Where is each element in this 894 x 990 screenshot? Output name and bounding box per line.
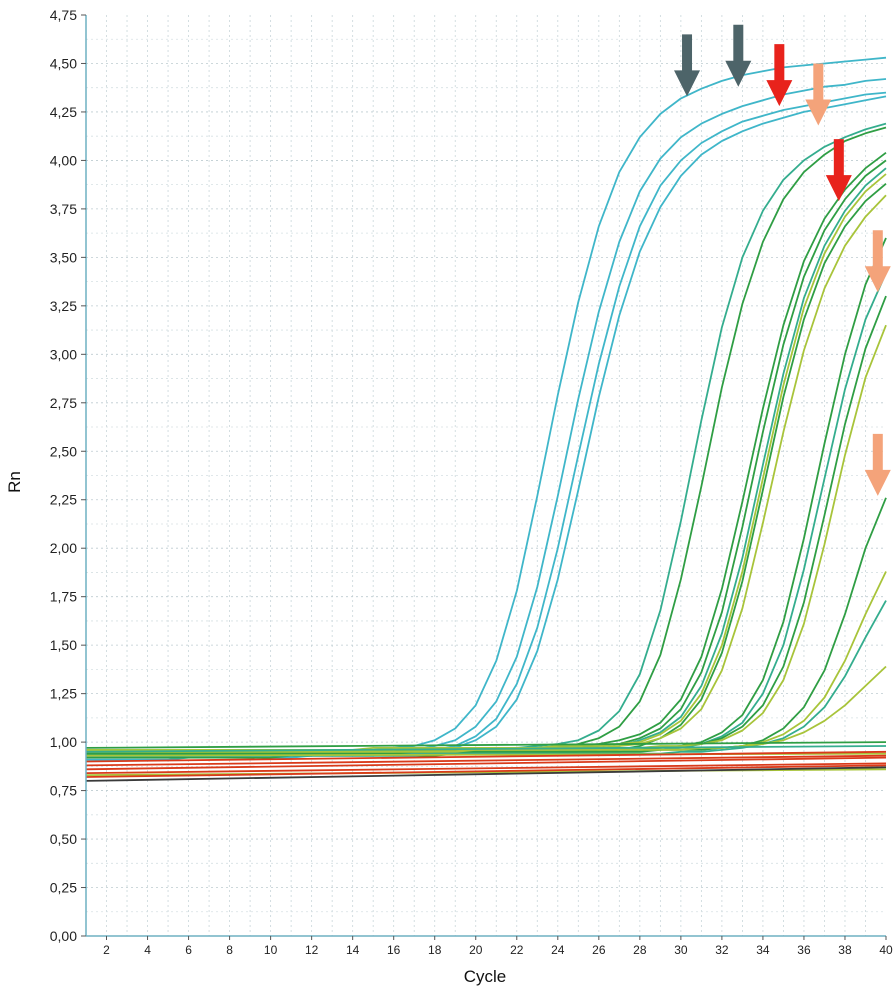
series-line: [85, 762, 887, 774]
series-line: [85, 754, 887, 767]
y-tick-label: 1,75: [50, 589, 77, 605]
y-tick-label: 4,75: [50, 7, 77, 23]
y-tick-label: 0,50: [50, 831, 77, 847]
x-tick-label: 22: [510, 943, 524, 957]
x-axis-title: Cycle: [464, 967, 507, 986]
y-tick-label: 3,50: [50, 249, 77, 265]
arrow-icon: [825, 139, 852, 202]
y-tick-label: 2,00: [50, 540, 77, 556]
arrow-icon: [766, 44, 793, 107]
x-tick-label: 26: [592, 943, 606, 957]
y-tick-label: 4,00: [50, 152, 77, 168]
arrow-icon: [864, 433, 891, 496]
series-group: [85, 56, 887, 782]
y-tick-label: 0,25: [50, 880, 77, 896]
arrow-icon: [725, 24, 752, 87]
x-tick-label: 2: [103, 943, 110, 957]
y-tick-label: 1,50: [50, 637, 77, 653]
arrow-icon: [864, 230, 891, 293]
x-tick-label: 20: [469, 943, 483, 957]
series-line: [86, 665, 887, 751]
series-line: [85, 745, 887, 753]
y-tick-label: 4,25: [50, 104, 77, 120]
y-tick-label: 2,50: [50, 443, 77, 459]
x-tick-label: 16: [387, 943, 401, 957]
series-line: [85, 750, 887, 763]
y-axis-title: Rn: [5, 471, 24, 493]
x-tick-label: 18: [428, 943, 442, 957]
x-tick-label: 10: [264, 943, 278, 957]
x-tick-label: 34: [756, 943, 770, 957]
series-line: [85, 741, 887, 749]
y-tick-label: 3,75: [50, 201, 77, 217]
x-tick-label: 14: [346, 943, 360, 957]
x-tick-label: 4: [144, 943, 151, 957]
x-tick-label: 24: [551, 943, 565, 957]
series-line: [86, 56, 887, 755]
arrow-icon: [674, 34, 701, 97]
series-line: [85, 764, 887, 778]
y-tick-label: 3,00: [50, 346, 77, 362]
x-tick-label: 36: [797, 943, 811, 957]
y-tick-label: 2,75: [50, 395, 77, 411]
y-tick-label: 0,75: [50, 783, 77, 799]
series-line: [85, 756, 887, 771]
y-tick-label: 0,00: [50, 928, 77, 944]
x-tick-label: 6: [185, 943, 192, 957]
y-tick-label: 1,25: [50, 686, 77, 702]
x-tick-label: 40: [879, 943, 893, 957]
x-tick-label: 8: [226, 943, 233, 957]
x-tick-label: 38: [838, 943, 852, 957]
series-line: [85, 766, 887, 782]
y-tick-label: 2,25: [50, 492, 77, 508]
x-tick-label: 32: [715, 943, 729, 957]
y-tick-label: 4,50: [50, 55, 77, 71]
arrow-icon: [805, 63, 832, 126]
y-tick-label: 3,25: [50, 298, 77, 314]
x-tick-label: 30: [674, 943, 688, 957]
y-tick-label: 1,00: [50, 734, 77, 750]
axes: 0,00 0,25 0,50 0,75 1,00 1,25 1,50 1,75 2,00 2,25…: [50, 7, 893, 957]
x-tick-label: 28: [633, 943, 647, 957]
arrow-annotations: [674, 24, 891, 496]
x-tick-label: 12: [305, 943, 319, 957]
